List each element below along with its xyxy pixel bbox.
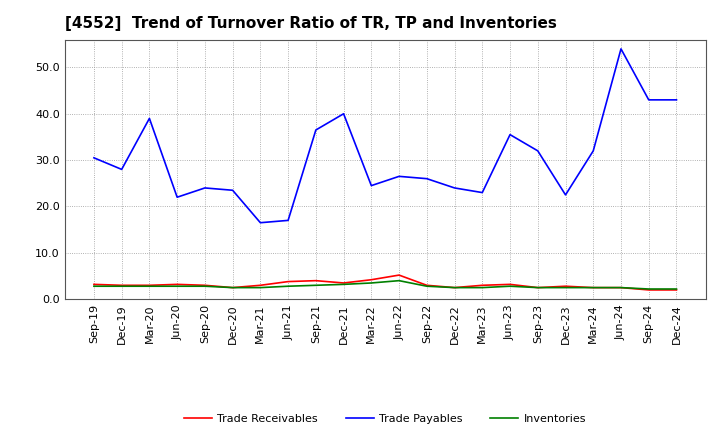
Text: [4552]  Trend of Turnover Ratio of TR, TP and Inventories: [4552] Trend of Turnover Ratio of TR, TP… [65, 16, 557, 32]
Trade Payables [395, 174, 403, 179]
Inventories [534, 285, 542, 290]
Trade Payables [89, 155, 98, 161]
Trade Payables [589, 148, 598, 154]
Trade Payables [478, 190, 487, 195]
Trade Receivables [395, 272, 403, 278]
Trade Receivables [228, 285, 237, 290]
Trade Payables [534, 148, 542, 154]
Trade Receivables [145, 282, 154, 288]
Trade Payables [644, 97, 653, 103]
Trade Payables [672, 97, 681, 103]
Trade Payables [228, 187, 237, 193]
Inventories [173, 284, 181, 289]
Trade Payables [117, 167, 126, 172]
Trade Payables [616, 46, 625, 51]
Trade Payables [339, 111, 348, 117]
Trade Receivables [534, 285, 542, 290]
Trade Receivables [117, 282, 126, 288]
Trade Receivables [616, 285, 625, 290]
Inventories [117, 284, 126, 289]
Trade Receivables [201, 282, 210, 288]
Inventories [423, 284, 431, 289]
Line: Inventories: Inventories [94, 281, 677, 289]
Inventories [395, 278, 403, 283]
Trade Payables [505, 132, 514, 137]
Inventories [89, 284, 98, 289]
Inventories [478, 285, 487, 290]
Inventories [616, 285, 625, 290]
Trade Receivables [644, 287, 653, 293]
Inventories [644, 286, 653, 292]
Inventories [672, 286, 681, 292]
Trade Receivables [173, 282, 181, 287]
Inventories [589, 285, 598, 290]
Trade Receivables [89, 282, 98, 287]
Trade Payables [256, 220, 265, 225]
Inventories [284, 284, 292, 289]
Inventories [228, 285, 237, 290]
Trade Payables [145, 116, 154, 121]
Trade Receivables [478, 282, 487, 288]
Trade Payables [450, 185, 459, 191]
Inventories [339, 282, 348, 287]
Inventories [201, 284, 210, 289]
Trade Receivables [423, 282, 431, 288]
Inventories [256, 285, 265, 290]
Trade Receivables [284, 279, 292, 284]
Trade Receivables [450, 285, 459, 290]
Inventories [145, 284, 154, 289]
Inventories [561, 285, 570, 290]
Trade Receivables [672, 287, 681, 293]
Trade Receivables [561, 284, 570, 289]
Trade Receivables [589, 285, 598, 290]
Legend: Trade Receivables, Trade Payables, Inventories: Trade Receivables, Trade Payables, Inven… [180, 410, 590, 429]
Inventories [450, 285, 459, 290]
Trade Payables [561, 192, 570, 198]
Trade Receivables [312, 278, 320, 283]
Trade Receivables [505, 282, 514, 287]
Trade Payables [173, 194, 181, 200]
Inventories [312, 282, 320, 288]
Trade Payables [201, 185, 210, 191]
Inventories [505, 284, 514, 289]
Trade Payables [423, 176, 431, 181]
Trade Receivables [367, 277, 376, 282]
Line: Trade Payables: Trade Payables [94, 49, 677, 223]
Trade Payables [312, 127, 320, 132]
Line: Trade Receivables: Trade Receivables [94, 275, 677, 290]
Inventories [367, 280, 376, 286]
Trade Payables [367, 183, 376, 188]
Trade Receivables [339, 280, 348, 286]
Trade Receivables [256, 282, 265, 288]
Trade Payables [284, 218, 292, 223]
